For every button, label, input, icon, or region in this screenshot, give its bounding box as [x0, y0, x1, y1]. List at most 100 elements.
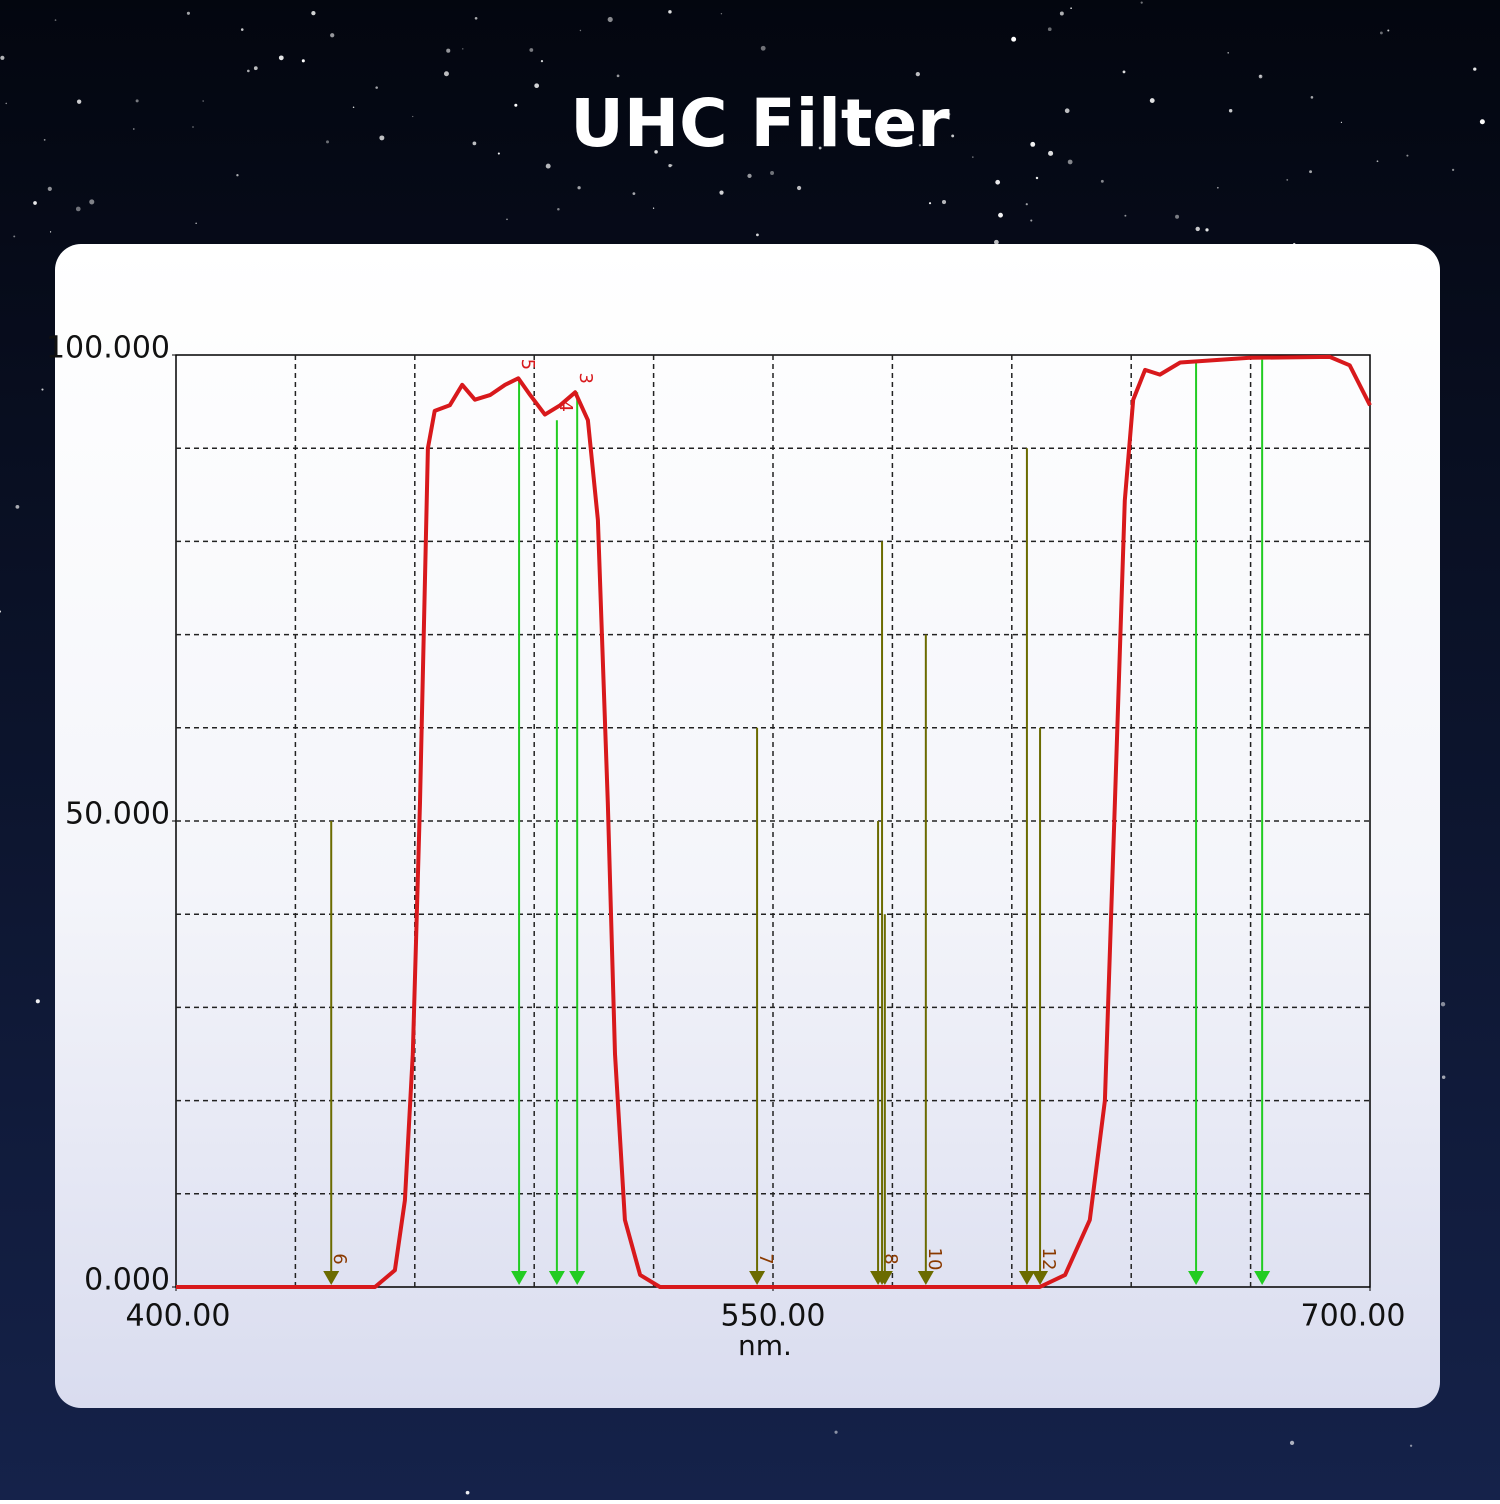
marker-arrow — [917, 1271, 934, 1285]
star — [577, 186, 581, 190]
star — [796, 185, 802, 191]
star — [326, 140, 329, 144]
star — [0, 610, 2, 613]
star — [236, 174, 239, 177]
star — [1387, 29, 1390, 32]
star — [579, 29, 582, 32]
y-tick-label: 0.000 — [84, 1263, 170, 1298]
star — [47, 186, 52, 191]
star — [760, 45, 766, 51]
star — [1030, 141, 1036, 147]
star — [928, 202, 932, 205]
star — [747, 173, 752, 178]
star — [472, 141, 477, 146]
star — [998, 212, 1003, 218]
star — [545, 163, 551, 169]
marker-arrow — [1018, 1271, 1035, 1285]
star — [412, 115, 414, 118]
marker-label: 7 — [755, 1253, 776, 1264]
star — [75, 206, 81, 212]
star — [330, 33, 335, 38]
star — [951, 134, 955, 138]
y-tick-label: 100.000 — [46, 331, 170, 366]
star — [1409, 1444, 1413, 1447]
star — [446, 48, 451, 53]
star — [1451, 168, 1455, 171]
star — [5, 102, 8, 105]
marker-arrow — [1032, 1271, 1049, 1285]
star — [1100, 179, 1104, 183]
chart-title: UHC Filter — [570, 85, 950, 162]
marker-label: 6 — [329, 1253, 350, 1264]
star — [818, 146, 822, 150]
star — [1310, 96, 1314, 99]
star — [770, 171, 775, 175]
star — [1340, 121, 1343, 123]
star — [246, 69, 250, 73]
star — [918, 144, 922, 147]
star — [15, 504, 20, 509]
star — [1140, 1, 1143, 4]
star — [0, 55, 5, 60]
star — [616, 74, 620, 78]
star — [311, 10, 316, 16]
star — [557, 208, 560, 211]
star — [1149, 98, 1155, 103]
star — [497, 152, 500, 155]
x-axis-label: nm. — [738, 1329, 792, 1362]
transmission-line — [176, 354, 1372, 1289]
star — [652, 207, 655, 209]
star — [202, 100, 204, 102]
star — [1479, 119, 1485, 125]
star — [54, 19, 57, 21]
star — [1406, 154, 1409, 157]
star — [670, 164, 673, 167]
star — [534, 83, 540, 89]
star — [379, 135, 385, 141]
star — [1379, 31, 1383, 35]
star — [834, 1430, 838, 1434]
star — [756, 233, 759, 237]
star — [132, 128, 135, 130]
marker-arrow — [1188, 1271, 1205, 1285]
star — [1216, 186, 1219, 189]
marker-label: 12 — [1038, 1248, 1059, 1271]
star — [529, 48, 534, 52]
star — [720, 13, 723, 15]
star — [443, 71, 449, 77]
star — [1473, 67, 1477, 71]
x-tick-label: 400.00 — [126, 1299, 231, 1334]
star — [1258, 74, 1263, 79]
star — [1376, 160, 1379, 163]
star — [13, 235, 16, 238]
star — [135, 99, 139, 103]
star — [76, 99, 82, 104]
star — [1440, 1002, 1446, 1007]
star — [946, 112, 951, 117]
star — [995, 179, 1001, 185]
star — [474, 16, 478, 20]
marker-label: 4 — [555, 401, 576, 412]
marker-arrow — [749, 1271, 766, 1285]
marker-arrow — [548, 1271, 565, 1285]
star — [1059, 11, 1064, 16]
star — [1048, 150, 1054, 156]
star — [540, 60, 544, 63]
star — [608, 121, 613, 126]
star — [375, 86, 378, 89]
marker-label: 8 — [880, 1253, 901, 1264]
star — [994, 239, 999, 245]
star — [186, 11, 190, 15]
star — [668, 164, 672, 168]
star — [1064, 108, 1070, 114]
star — [41, 388, 44, 391]
star — [240, 28, 244, 31]
star — [972, 156, 974, 158]
marker-label: 5 — [517, 359, 538, 370]
star — [33, 201, 37, 205]
star — [1011, 36, 1017, 42]
star — [1227, 52, 1229, 54]
star — [352, 106, 355, 109]
